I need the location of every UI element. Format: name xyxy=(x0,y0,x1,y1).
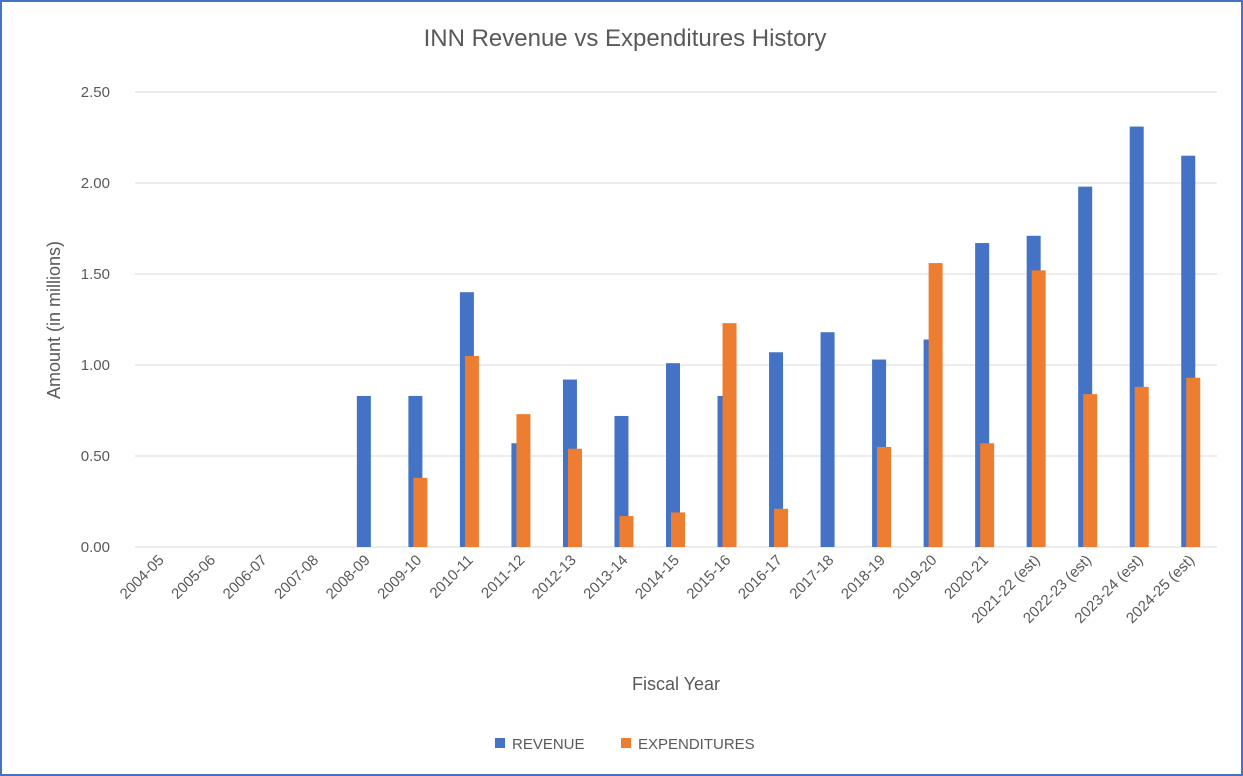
bar xyxy=(619,516,634,547)
bar xyxy=(1186,377,1201,547)
legend-label: EXPENDITURES xyxy=(638,736,755,753)
legend-label: REVENUE xyxy=(512,736,585,753)
x-axis-label: Fiscal Year xyxy=(632,674,720,694)
bar xyxy=(980,443,995,547)
bar xyxy=(774,508,789,547)
bar xyxy=(356,395,371,547)
bar xyxy=(820,332,835,547)
bar xyxy=(1083,394,1098,547)
y-tick-label: 0.00 xyxy=(81,539,110,556)
chart-title: INN Revenue vs Expenditures History xyxy=(424,25,827,52)
bar xyxy=(769,352,784,547)
y-tick-label: 1.50 xyxy=(81,266,110,283)
bar xyxy=(666,363,680,547)
bar xyxy=(877,446,892,547)
bar xyxy=(671,512,685,547)
y-tick-label: 2.00 xyxy=(81,175,110,192)
legend-swatch xyxy=(495,738,505,748)
y-tick-label: 1.00 xyxy=(81,357,110,374)
y-axis-label: Amount (in millions) xyxy=(44,241,64,399)
bar xyxy=(1134,386,1149,547)
bar xyxy=(722,323,737,547)
bar xyxy=(614,415,629,547)
bar xyxy=(516,414,531,547)
legend-swatch xyxy=(621,738,631,748)
bar xyxy=(928,263,943,547)
bar xyxy=(464,355,479,547)
y-tick-label: 0.50 xyxy=(81,448,110,465)
bar xyxy=(1031,270,1046,547)
bar xyxy=(413,477,428,547)
y-tick-label: 2.50 xyxy=(81,84,110,101)
bar xyxy=(567,448,582,547)
